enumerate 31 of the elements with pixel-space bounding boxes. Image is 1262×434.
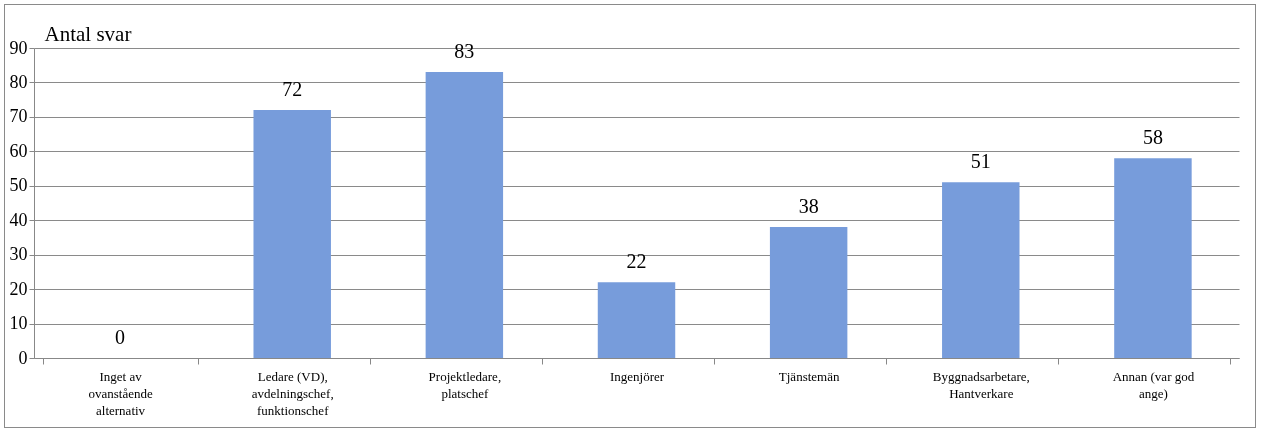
- y-tick-label: 50: [9, 175, 28, 196]
- x-tick-label: Tjänstemän: [778, 368, 840, 384]
- bar: [425, 72, 504, 358]
- bar: [769, 227, 848, 358]
- x-tick-label: Projektledare, platschef: [428, 368, 502, 401]
- y-tick-label: 40: [9, 209, 28, 230]
- bar: [597, 282, 676, 358]
- data-label: 38: [798, 195, 819, 218]
- data-label: 83: [454, 40, 475, 63]
- y-axis-title: Antal svar: [44, 21, 132, 46]
- data-label: 0: [115, 326, 126, 348]
- bar: [942, 182, 1020, 358]
- data-label: 58: [1142, 126, 1163, 149]
- x-tick-label: Ingenjörer: [609, 368, 665, 384]
- data-label: 22: [626, 250, 647, 273]
- y-tick-label: 80: [9, 71, 28, 92]
- y-tick-label: 70: [9, 106, 28, 127]
- y-tick-label: 30: [9, 244, 28, 265]
- data-label: 51: [970, 150, 991, 173]
- y-tick-label: 60: [9, 140, 28, 161]
- y-tick-label: 10: [9, 313, 28, 334]
- data-label: 72: [282, 78, 303, 100]
- x-tick-label: Annan (var god ange): [1112, 368, 1195, 401]
- x-tick-label: Ledare (VD), avdelningschef, funktionschef: [251, 368, 334, 418]
- y-tick-label: 0: [18, 347, 28, 368]
- x-tick-label: Inget av ovanstående alternativ: [88, 368, 153, 418]
- bar: [1114, 158, 1192, 358]
- x-tick-label: Byggnadsarbetare, Hantverkare: [932, 368, 1030, 401]
- y-tick-label: 20: [9, 278, 28, 299]
- bar: [253, 110, 331, 358]
- y-tick-label: 90: [9, 37, 28, 58]
